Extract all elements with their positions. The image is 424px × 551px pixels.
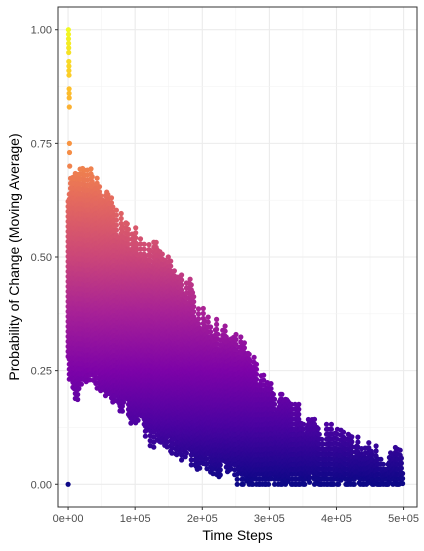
data-point [217,472,223,478]
data-point [113,217,119,223]
data-point [89,174,95,180]
data-point [142,433,148,439]
data-point [188,282,194,288]
data-point [214,321,220,327]
data-point [234,476,240,482]
data-point [233,331,239,338]
data-point [238,334,244,340]
data-point [195,316,202,322]
data-point [96,184,103,190]
data-point [179,272,185,278]
data-point [137,236,144,242]
data-point [200,310,206,317]
data-point [118,215,124,222]
data-point [217,467,223,473]
data-point [141,246,147,252]
data-point [183,450,189,456]
data-point [146,242,152,248]
data-point [171,268,177,274]
data-point [113,212,119,218]
data-point [179,282,185,288]
data-point [205,319,211,325]
data-point [113,207,119,213]
data-point [191,304,197,310]
data-points [65,27,406,487]
data-point [200,305,206,312]
data-point [108,195,115,201]
data-point [119,408,125,414]
data-point [222,328,228,334]
data-point [78,381,84,387]
data-point [75,396,81,403]
data-point [222,323,228,329]
data-point [179,277,185,283]
data-point [76,385,82,392]
data-point [234,481,240,487]
data-point [118,210,124,217]
data-point [233,336,239,343]
data-point [217,462,223,468]
data-point [168,263,174,269]
data-point [75,391,81,398]
data-point [208,329,214,335]
data-point [124,221,130,227]
data-point [195,306,202,312]
data-point [125,226,132,232]
data-point [88,166,94,172]
data-point [208,324,214,330]
data-point [133,225,139,231]
data-point [153,239,159,245]
data-point [191,294,197,300]
data-point [214,316,220,322]
data-point [197,465,203,471]
data-point [191,299,197,305]
data-point [187,276,193,282]
data-point [113,222,119,228]
data-point [151,444,157,450]
data-point [135,417,141,423]
data-point [214,326,220,332]
data-point [168,258,174,264]
data-point [113,227,119,233]
data-point [94,175,100,181]
data-point [215,331,221,337]
data-point [195,311,202,317]
data-point [133,235,139,241]
data-point [159,251,165,257]
data-point [205,314,211,320]
data-point [133,230,139,236]
data-point [191,309,197,315]
data-point [141,241,147,247]
